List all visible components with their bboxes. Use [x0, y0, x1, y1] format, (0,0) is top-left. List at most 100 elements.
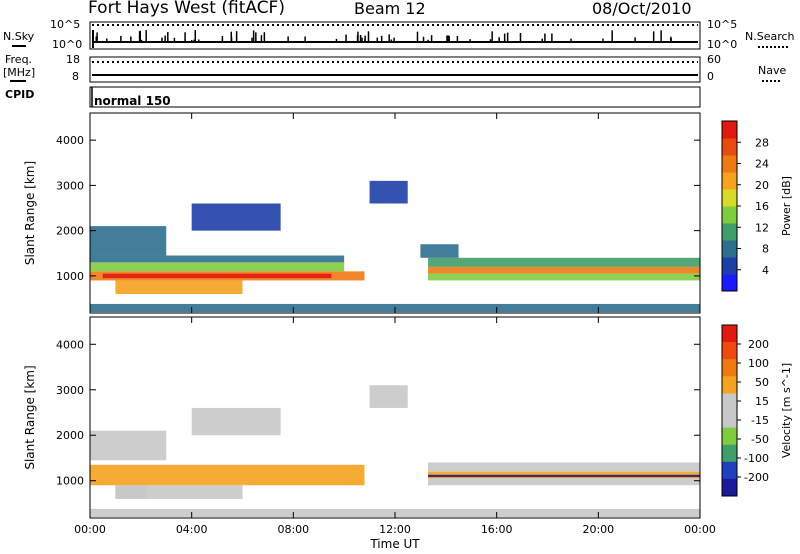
colorbar-segment — [722, 393, 737, 411]
colorbars-layer: 4 8 12 16 20 24 28 Power [dB] 200 100 50 15 -15 -50 -1… — [721, 120, 793, 497]
nsearch-label: N.Search — [745, 30, 795, 43]
scatter-region — [90, 255, 345, 263]
colorbar-tick-label: 20 — [755, 179, 769, 192]
y-tick-label: 4000 — [56, 338, 84, 351]
scatter-region — [90, 262, 345, 272]
colorbar-segment — [722, 461, 737, 480]
noise-panel-frame — [89, 21, 701, 50]
y-tick-label: 1000 — [56, 475, 84, 488]
colorbar-tick-label: -50 — [751, 433, 769, 446]
scatter-region — [428, 266, 700, 274]
freq-tick-high: 18 — [66, 53, 80, 66]
colorbar-segment — [722, 478, 737, 497]
x-tick-label: 04:00 — [176, 523, 208, 536]
colorbar-tick-label: -200 — [744, 471, 769, 484]
freq-label-2: [MHz] — [3, 66, 36, 79]
freq-label-1: Freq. — [5, 53, 33, 66]
colorbar-segment — [722, 206, 737, 224]
scatter-region — [428, 478, 700, 486]
noise-spikes — [92, 30, 672, 48]
colorbar-segment — [722, 257, 737, 275]
colorbar-segment — [722, 274, 737, 292]
power-panel — [90, 180, 700, 313]
x-tick-label: 00:00 — [74, 523, 106, 536]
colorbar-segment — [722, 138, 737, 156]
x-tick-label: 20:00 — [582, 523, 614, 536]
colorbar-segment — [722, 342, 737, 360]
colorbar-segment — [722, 223, 737, 241]
colorbar-segment — [722, 427, 737, 446]
colorbar-segment — [722, 376, 737, 394]
x-tick-label: 08:00 — [277, 523, 309, 536]
colorbar-segment — [722, 121, 737, 139]
colorbar-tick-label: 100 — [748, 357, 769, 370]
colorbar-tick-label: 200 — [748, 338, 769, 351]
scatter-region — [115, 485, 243, 499]
scatter-region — [428, 474, 700, 478]
colorbar-segment — [722, 359, 737, 377]
x-tick-label: 00:00 — [684, 523, 716, 536]
scatter-region — [428, 273, 700, 281]
freq-tick-low: 8 — [72, 70, 79, 83]
axes-layer: 1000 2000 3000 4000 Slant Range [km] 1000 2000… — [23, 113, 716, 551]
y-axis-label: Slant Range [km] — [23, 365, 37, 469]
y-tick-label: 2000 — [56, 225, 84, 238]
y-tick-label: 3000 — [56, 179, 84, 192]
colorbar-segment — [722, 155, 737, 173]
freq-panel-frame — [89, 56, 701, 83]
y-tick-label: 3000 — [56, 384, 84, 397]
colorbar-tick-label: 16 — [755, 200, 769, 213]
cpid-panel-frame — [89, 86, 701, 108]
colorbar-tick-label: 28 — [755, 136, 769, 149]
nave-dotted-icon — [762, 80, 780, 82]
scatter-region — [90, 226, 167, 256]
y-tick-label: 1000 — [56, 270, 84, 283]
colorbar-tick-label: -100 — [744, 452, 769, 465]
colorbar-segment — [722, 325, 737, 343]
scatter-region — [369, 180, 408, 204]
colorbar-tick-label: 8 — [762, 243, 769, 256]
noise-tick-low-left: 10^0 — [52, 38, 83, 51]
x-tick-label: 12:00 — [379, 523, 411, 536]
cpid-value: normal 150 — [94, 94, 171, 108]
scatter-region — [428, 462, 700, 472]
cpid-label: CPID — [5, 88, 35, 101]
velocity-panel — [90, 385, 700, 518]
scatter-region — [90, 464, 365, 486]
scatter-region — [90, 430, 167, 461]
y-tick-label: 4000 — [56, 134, 84, 147]
scatter-region — [420, 244, 459, 258]
colorbar-segment — [722, 410, 737, 429]
nave-label: Nave — [758, 64, 787, 77]
colorbar-tick-label: 15 — [755, 395, 769, 408]
scatter-region — [191, 203, 281, 231]
scatter-region — [428, 257, 700, 267]
freq-line-icon — [10, 80, 26, 82]
y-tick-label: 2000 — [56, 429, 84, 442]
nave-tick-high: 60 — [707, 53, 721, 66]
nsky-label: N.Sky — [3, 30, 35, 43]
scatter-region — [369, 385, 408, 408]
colorbar-tick-label: 12 — [755, 221, 769, 234]
noise-tick-high-right: 10^5 — [707, 18, 738, 31]
colorbar-tick-label: 4 — [762, 264, 769, 277]
scatter-region — [115, 280, 243, 294]
colorbar-tick-label: 24 — [755, 158, 769, 171]
beam-label: Beam 12 — [354, 0, 426, 18]
colorbar-tick-label: -15 — [751, 414, 769, 427]
colorbar-segment — [722, 172, 737, 190]
colorbar-segment — [722, 240, 737, 258]
noise-tick-low-right: 10^0 — [707, 38, 738, 51]
colorbar-tick-label: 50 — [755, 376, 769, 389]
scatter-region — [191, 407, 281, 436]
colorbar-label: Velocity [m s^-1] — [780, 363, 793, 458]
nave-tick-low: 0 — [707, 70, 714, 83]
noise-tick-high-left: 10^5 — [50, 18, 81, 31]
colorbar-frame — [721, 324, 738, 497]
colorbar-segment — [722, 444, 737, 463]
station-title: Fort Hays West (fitACF) — [88, 0, 285, 18]
colorbar-segment — [722, 189, 737, 207]
y-axis-label: Slant Range [km] — [23, 161, 37, 265]
scatter-region — [115, 485, 146, 499]
